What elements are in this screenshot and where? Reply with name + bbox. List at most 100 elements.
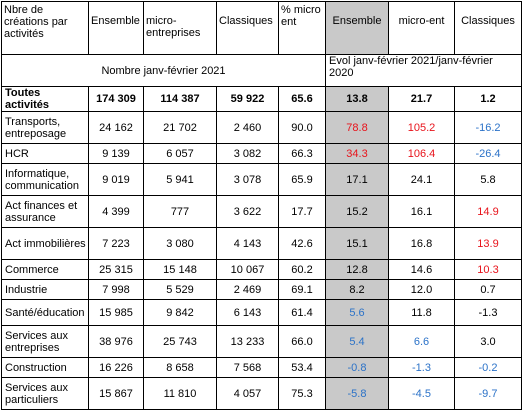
evol-classiques-cell: 14.9 — [454, 195, 522, 228]
activity-label: Informatique, communication — [1, 163, 89, 196]
evol-classiques-cell: 0.7 — [454, 279, 522, 300]
evol-classiques-cell: 10.3 — [454, 259, 522, 280]
evol-micro-cell: 105.2 — [388, 111, 455, 144]
evol-ensemble-cell: 78.8 — [325, 111, 389, 144]
activity-label: Construction — [1, 357, 89, 378]
table-row: Informatique, communication 9 019 5 941 3 0… — [1, 163, 522, 196]
table-row: Services aux entreprises 38 976 25 743 13 2… — [1, 325, 522, 358]
evol-micro-cell: 16.8 — [388, 227, 455, 260]
table-row: Construction 16 226 8 658 7 568 53.4 -0.8 -1.3… — [1, 357, 522, 378]
header-classiques: Classiques — [216, 1, 279, 55]
table-row: Toutes activités 174 309 114 387 59 922 65.6… — [1, 86, 522, 112]
activity-label: Commerce — [1, 259, 89, 280]
micro-count-cell: 5 529 — [143, 279, 217, 300]
evol-micro-cell: 21.7 — [388, 86, 455, 112]
pct-micro-cell: 66.0 — [278, 325, 326, 358]
header-evol-ensemble: Ensemble — [325, 1, 389, 55]
ensemble-count-cell: 7 998 — [88, 279, 144, 300]
header-micro-entreprises: micro-entreprises — [143, 1, 217, 55]
evol-ensemble-cell: 15.2 — [325, 195, 389, 228]
activity-label: Services aux particuliers — [1, 377, 89, 410]
micro-count-cell: 5 941 — [143, 163, 217, 196]
table-row: HCR 9 139 6 057 3 082 66.3 34.3 106.4 -26.4 — [1, 143, 522, 164]
table-row: Santé/éducation 15 985 9 842 6 143 61.4 5.6 11… — [1, 299, 522, 326]
micro-count-cell: 25 743 — [143, 325, 217, 358]
classiques-count-cell: 13 233 — [216, 325, 279, 358]
evol-classiques-cell: -1.3 — [454, 299, 522, 326]
classiques-count-cell: 3 082 — [216, 143, 279, 164]
pct-micro-cell: 60.2 — [278, 259, 326, 280]
evol-ensemble-cell: -0.8 — [325, 357, 389, 378]
table-row: Act finances et assurance 4 399 777 3 622 17… — [1, 195, 522, 228]
activity-label: Toutes activités — [1, 86, 89, 112]
evol-micro-cell: 12.0 — [388, 279, 455, 300]
classiques-count-cell: 3 078 — [216, 163, 279, 196]
evol-micro-cell: 6.6 — [388, 325, 455, 358]
table-row: Act immobilières 7 223 3 080 4 143 42.6 15.1 1… — [1, 227, 522, 260]
micro-count-cell: 777 — [143, 195, 217, 228]
ensemble-count-cell: 9 019 — [88, 163, 144, 196]
ensemble-count-cell: 9 139 — [88, 143, 144, 164]
table-row: Services aux particuliers 15 867 11 810 4 0… — [1, 377, 522, 410]
evol-classiques-cell: -26.4 — [454, 143, 522, 164]
subheader-row: Nombre janv-février 2021 Evol janv-févri… — [1, 54, 522, 87]
micro-count-cell: 9 842 — [143, 299, 217, 326]
evol-classiques-cell: 3.0 — [454, 325, 522, 358]
classiques-count-cell: 6 143 — [216, 299, 279, 326]
evol-classiques-cell: -9.7 — [454, 377, 522, 410]
micro-count-cell: 8 658 — [143, 357, 217, 378]
evol-micro-cell: -4.5 — [388, 377, 455, 410]
evol-micro-cell: 106.4 — [388, 143, 455, 164]
ensemble-count-cell: 15 867 — [88, 377, 144, 410]
classiques-count-cell: 4 057 — [216, 377, 279, 410]
business-creations-table: Nbre de créations par activités Ensemble… — [1, 1, 522, 410]
pct-micro-cell: 75.3 — [278, 377, 326, 410]
ensemble-count-cell: 38 976 — [88, 325, 144, 358]
ensemble-count-cell: 174 309 — [88, 86, 144, 112]
activity-label: Industrie — [1, 279, 89, 300]
data-rows: Toutes activités 174 309 114 387 59 922 65.6… — [1, 86, 522, 410]
micro-count-cell: 21 702 — [143, 111, 217, 144]
evol-ensemble-cell: 5.6 — [325, 299, 389, 326]
micro-count-cell: 11 810 — [143, 377, 217, 410]
ensemble-count-cell: 4 399 — [88, 195, 144, 228]
header-pct-micro: % micro ent — [278, 1, 326, 55]
evol-classiques-cell: -0.2 — [454, 357, 522, 378]
evol-ensemble-cell: 34.3 — [325, 143, 389, 164]
classiques-count-cell: 2 469 — [216, 279, 279, 300]
evol-ensemble-cell: 5.4 — [325, 325, 389, 358]
micro-count-cell: 114 387 — [143, 86, 217, 112]
subheader-evolution-period: Evol janv-février 2021/janv-février 2020 — [325, 54, 522, 87]
activity-label: HCR — [1, 143, 89, 164]
activity-label: Santé/éducation — [1, 299, 89, 326]
micro-count-cell: 3 080 — [143, 227, 217, 260]
classiques-count-cell: 2 460 — [216, 111, 279, 144]
activity-table-container: Nbre de créations par activités Ensemble… — [1, 1, 522, 410]
classiques-count-cell: 10 067 — [216, 259, 279, 280]
classiques-count-cell: 4 143 — [216, 227, 279, 260]
evol-classiques-cell: -16.2 — [454, 111, 522, 144]
evol-micro-cell: 11.8 — [388, 299, 455, 326]
evol-ensemble-cell: 17.1 — [325, 163, 389, 196]
evol-micro-cell: 16.1 — [388, 195, 455, 228]
pct-micro-cell: 69.1 — [278, 279, 326, 300]
pct-micro-cell: 53.4 — [278, 357, 326, 378]
evol-classiques-cell: 5.8 — [454, 163, 522, 196]
pct-micro-cell: 66.3 — [278, 143, 326, 164]
activity-label: Services aux entreprises — [1, 325, 89, 358]
header-activity: Nbre de créations par activités — [1, 1, 89, 55]
evol-ensemble-cell: 12.8 — [325, 259, 389, 280]
evol-micro-cell: 14.6 — [388, 259, 455, 280]
evol-ensemble-cell: -5.8 — [325, 377, 389, 410]
header-evol-classiques: Classiques — [454, 1, 522, 55]
micro-count-cell: 6 057 — [143, 143, 217, 164]
classiques-count-cell: 59 922 — [216, 86, 279, 112]
ensemble-count-cell: 25 315 — [88, 259, 144, 280]
activity-label: Act finances et assurance — [1, 195, 89, 228]
ensemble-count-cell: 16 226 — [88, 357, 144, 378]
evol-micro-cell: -1.3 — [388, 357, 455, 378]
header-evol-micro-ent: micro-ent — [388, 1, 455, 55]
ensemble-count-cell: 7 223 — [88, 227, 144, 260]
ensemble-count-cell: 24 162 — [88, 111, 144, 144]
table-row: Transports, entreposage 24 162 21 702 2 460… — [1, 111, 522, 144]
